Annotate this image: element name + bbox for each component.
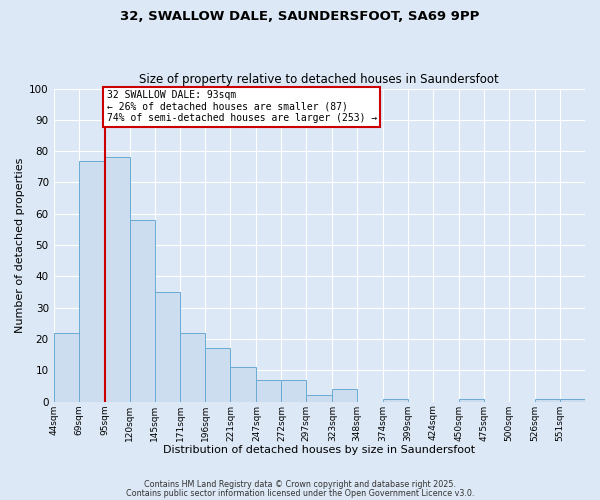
Bar (79, 160, 104, 402)
Bar (459, 398, 484, 402)
Text: Contains public sector information licensed under the Open Government Licence v3: Contains public sector information licen… (126, 489, 474, 498)
Bar (155, 292, 181, 402)
Bar (104, 158, 130, 402)
Bar (230, 367, 256, 402)
Text: 32 SWALLOW DALE: 93sqm
← 26% of detached houses are smaller (87)
74% of semi-det: 32 SWALLOW DALE: 93sqm ← 26% of detached… (107, 90, 377, 124)
Bar (281, 380, 307, 402)
Bar (256, 380, 281, 402)
Y-axis label: Number of detached properties: Number of detached properties (15, 158, 25, 333)
Bar (332, 389, 357, 402)
Bar (535, 398, 560, 402)
Bar (53, 333, 79, 402)
Bar (181, 333, 205, 402)
Bar (130, 220, 155, 402)
Bar (383, 398, 408, 402)
Bar (205, 348, 230, 402)
Text: Contains HM Land Registry data © Crown copyright and database right 2025.: Contains HM Land Registry data © Crown c… (144, 480, 456, 489)
X-axis label: Distribution of detached houses by size in Saundersfoot: Distribution of detached houses by size … (163, 445, 475, 455)
Text: 32, SWALLOW DALE, SAUNDERSFOOT, SA69 9PP: 32, SWALLOW DALE, SAUNDERSFOOT, SA69 9PP (121, 10, 479, 23)
Title: Size of property relative to detached houses in Saundersfoot: Size of property relative to detached ho… (139, 73, 499, 86)
Bar (560, 398, 585, 402)
Bar (307, 396, 332, 402)
